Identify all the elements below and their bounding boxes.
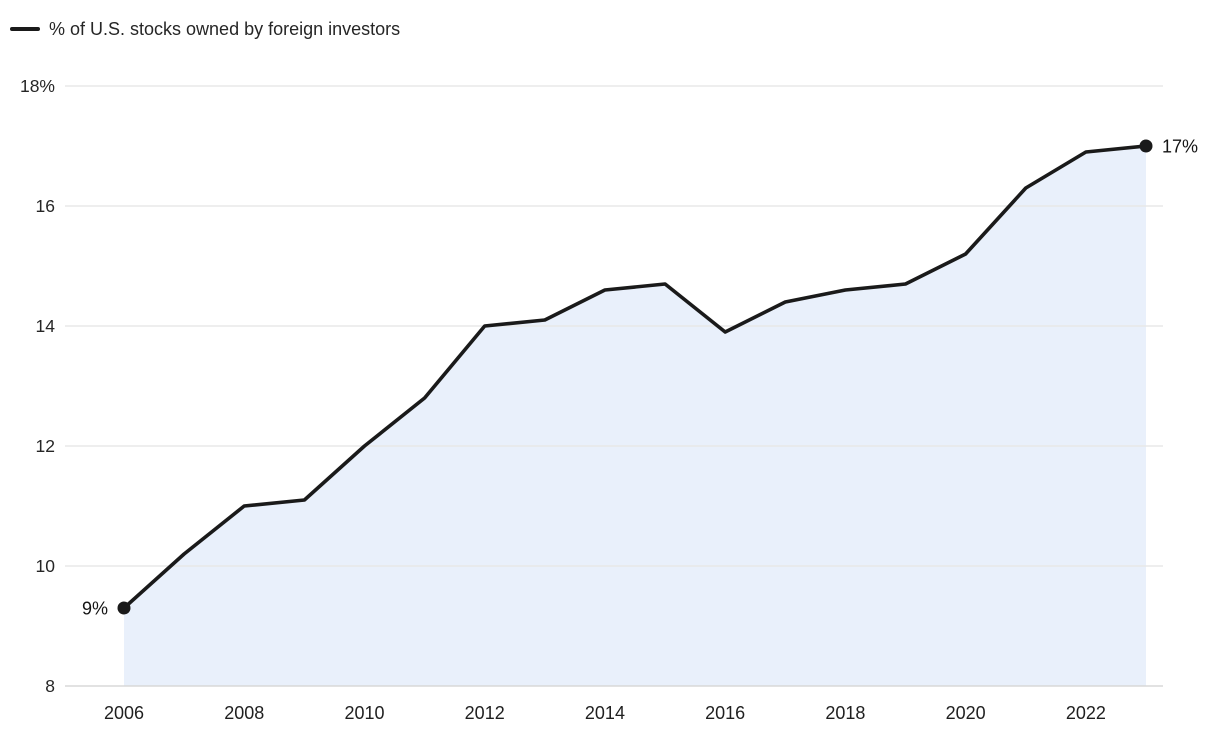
x-tick-label: 2014 (585, 703, 625, 723)
area-fill (124, 146, 1146, 686)
x-tick-label: 2020 (946, 703, 986, 723)
x-tick-label: 2022 (1066, 703, 1106, 723)
endpoint-dot (1139, 139, 1153, 153)
point-label: 9% (82, 599, 108, 619)
endpoint-dot (117, 601, 131, 615)
y-tick-label: 16 (36, 196, 55, 216)
x-tick-label: 2006 (104, 703, 144, 723)
legend-label: % of U.S. stocks owned by foreign invest… (49, 19, 401, 39)
legend-line-swatch (10, 27, 40, 31)
x-tick-label: 2018 (825, 703, 865, 723)
x-tick-label: 2016 (705, 703, 745, 723)
x-tick-label: 2010 (344, 703, 384, 723)
legend: % of U.S. stocks owned by foreign invest… (10, 20, 400, 38)
y-tick-label: 10 (36, 556, 56, 576)
y-tick-label: 8 (45, 676, 55, 696)
x-tick-label: 2008 (224, 703, 264, 723)
x-tick-label: 2012 (465, 703, 505, 723)
y-tick-label: 14 (36, 316, 56, 336)
trend-line (122, 144, 1148, 610)
y-tick-label: 18% (20, 76, 55, 96)
point-label: 17% (1162, 137, 1198, 157)
y-tick-label: 12 (36, 436, 55, 456)
